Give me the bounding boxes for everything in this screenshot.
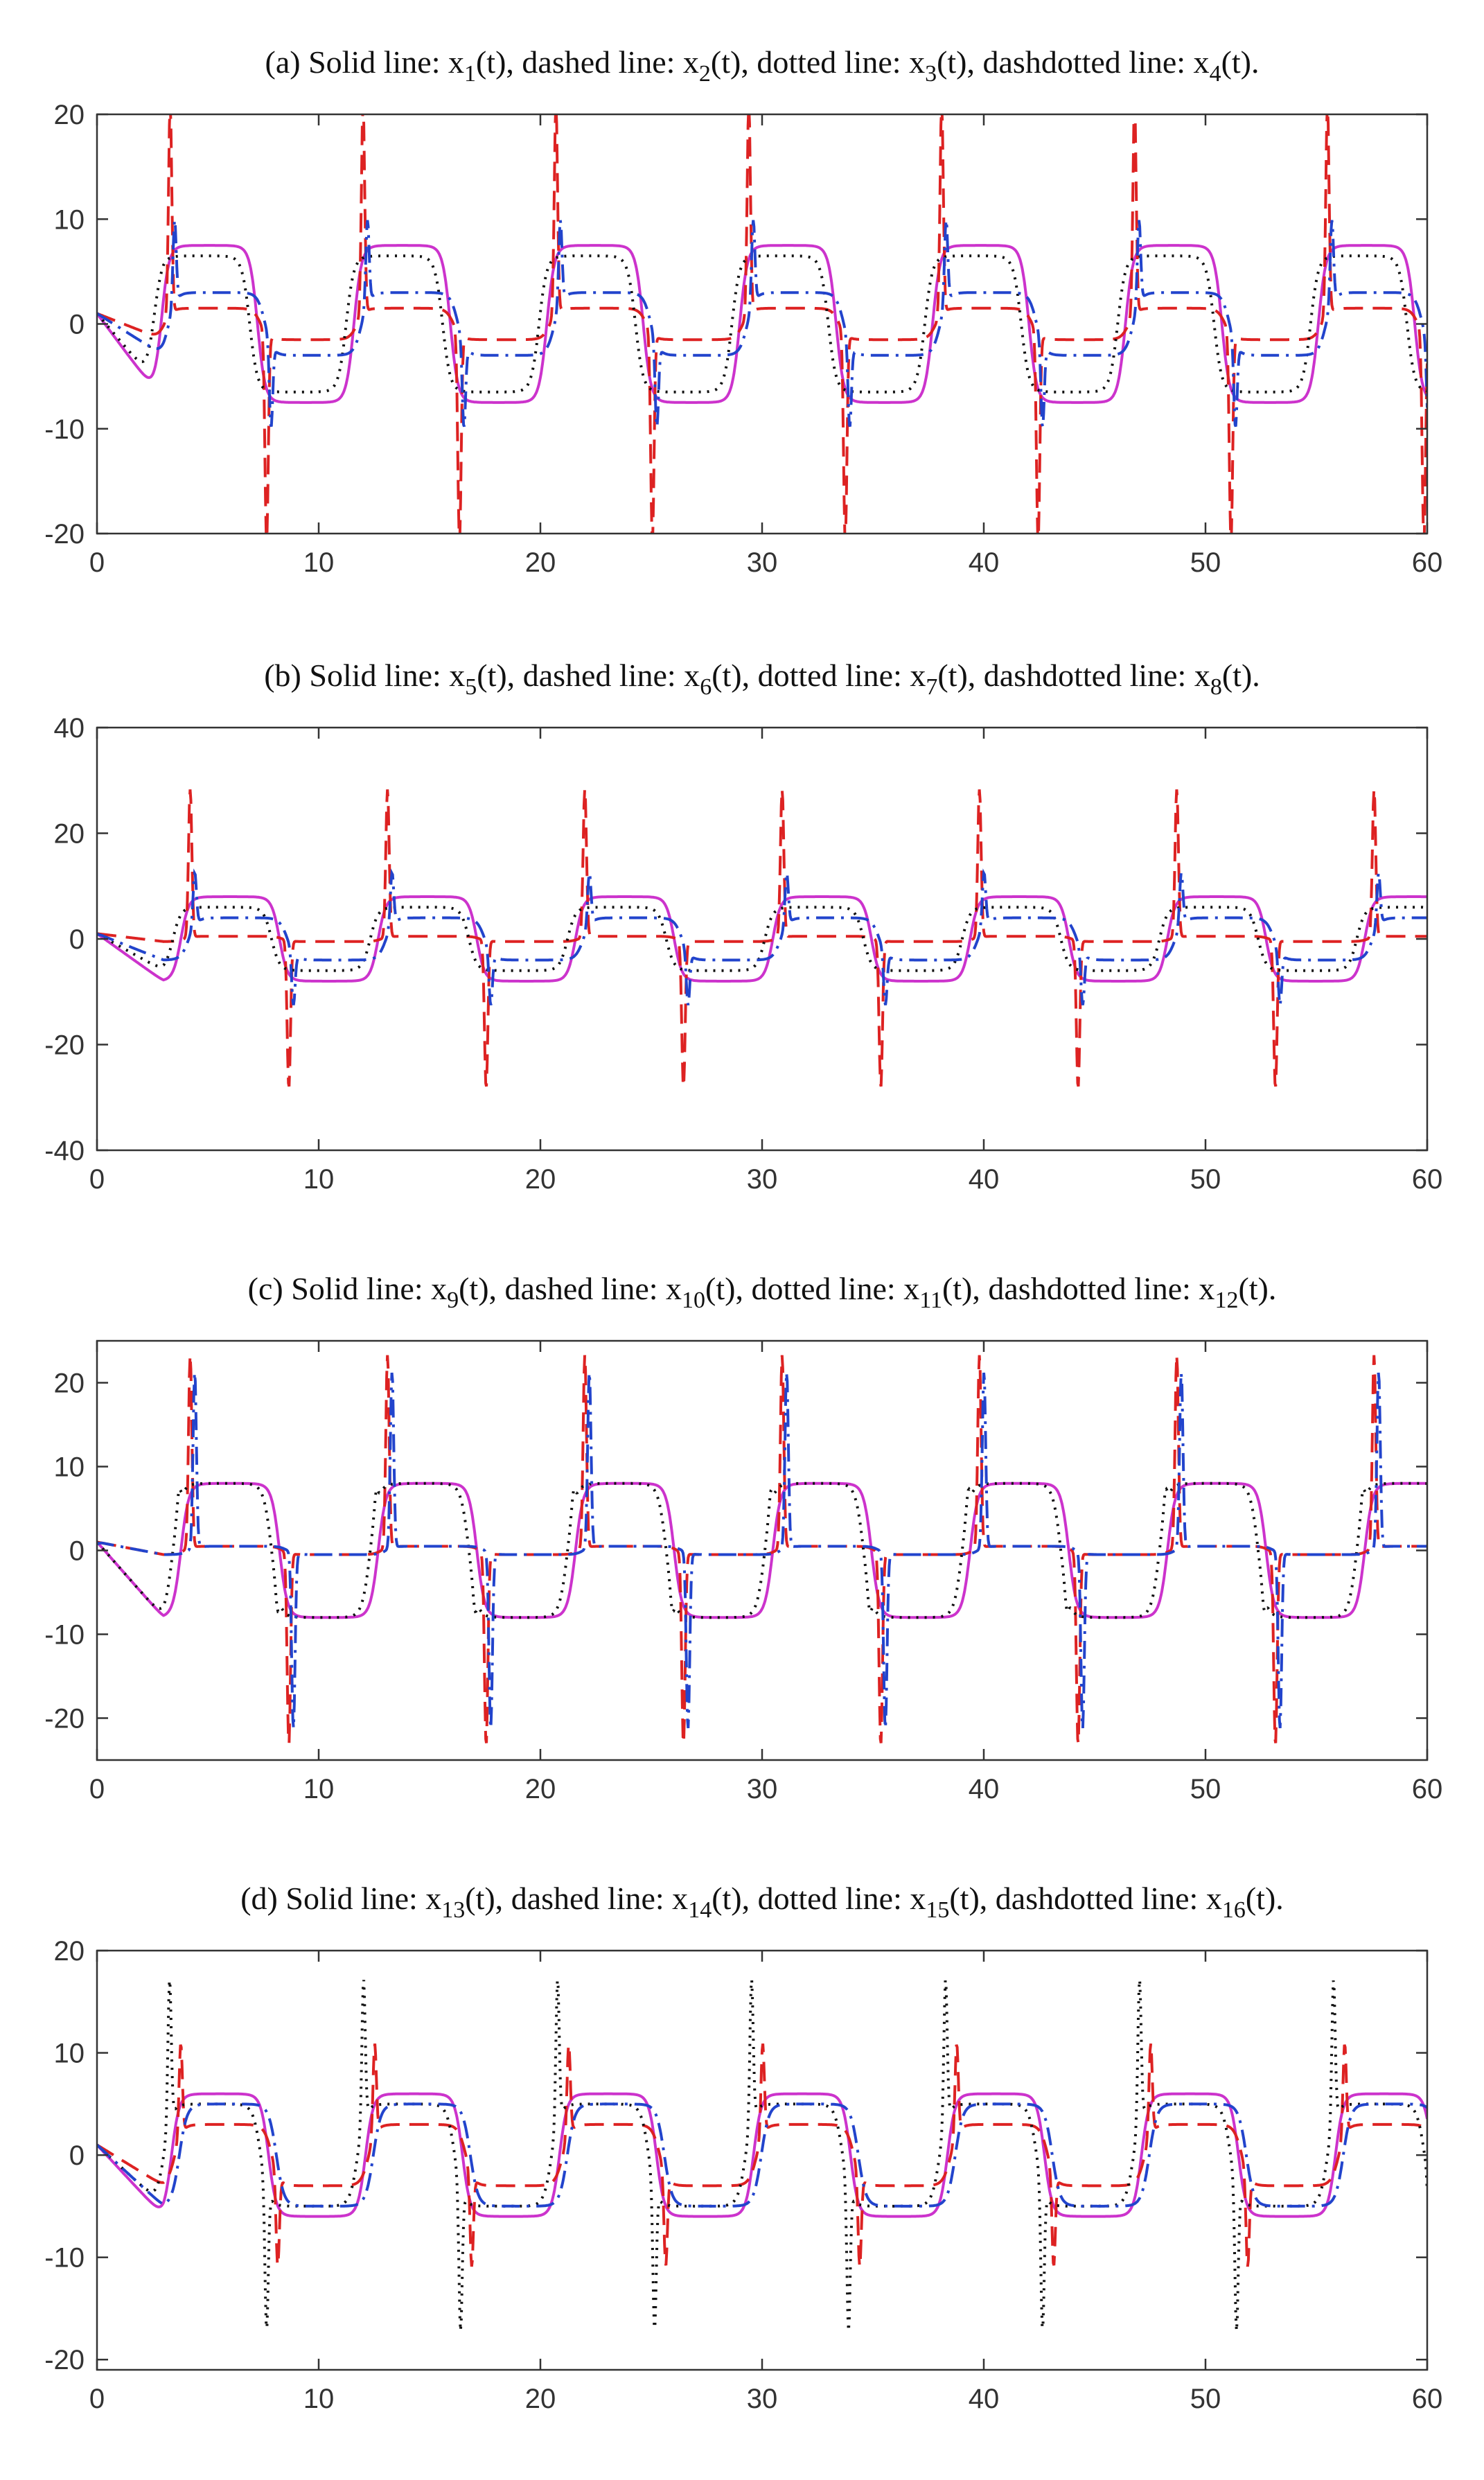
- panel-a-title: (a) Solid line: x1(t), dashed line: x2(t…: [265, 44, 1260, 87]
- panel-d-xtick: 20: [525, 2384, 556, 2414]
- panel-c-xtick: 30: [747, 1774, 778, 1804]
- panel-a-ytick: 0: [69, 310, 85, 340]
- panel-b-ytick: 40: [54, 713, 85, 744]
- panel-b-xtick: 40: [969, 1164, 1000, 1195]
- panel-b-ytick: 0: [69, 924, 85, 955]
- panel-b: (b) Solid line: x5(t), dashed line: x6(t…: [44, 658, 1442, 1195]
- panel-c-xtick: 60: [1412, 1774, 1443, 1804]
- panel-b-ytick: -20: [44, 1030, 85, 1061]
- panel-a-xtick: 20: [525, 547, 556, 578]
- panel-d-xtick: 40: [969, 2384, 1000, 2414]
- panel-a-ytick: -10: [44, 414, 85, 445]
- panel-b-ytick: -40: [44, 1136, 85, 1166]
- panel-d-xtick: 50: [1190, 2384, 1221, 2414]
- panel-a-xtick: 0: [89, 547, 105, 578]
- series-x10t: [97, 1355, 1427, 1743]
- panel-d-ytick: -10: [44, 2243, 85, 2274]
- panel-d-xtick: 0: [89, 2384, 105, 2414]
- series-x5t: [97, 895, 1427, 983]
- series-x7t: [97, 906, 1427, 972]
- panel-d-axes: [96, 1949, 1429, 2371]
- panel-b-xtick: 60: [1412, 1164, 1443, 1195]
- panel-a: (a) Solid line: x1(t), dashed line: x2(t…: [44, 44, 1442, 578]
- series-x11t: [97, 1481, 1427, 1619]
- panel-a-xtick: 30: [747, 547, 778, 578]
- panel-b-xtick: 0: [89, 1164, 105, 1195]
- panel-a-xtick: 60: [1412, 547, 1443, 578]
- panel-a-axes: [96, 113, 1429, 535]
- panel-d-xtick: 30: [747, 2384, 778, 2414]
- panel-c-xtick: 10: [303, 1774, 335, 1804]
- panel-b-xtick: 30: [747, 1164, 778, 1195]
- panel-c-title: (c) Solid line: x9(t), dashed line: x10(…: [248, 1271, 1277, 1313]
- panel-d: (d) Solid line: x13(t), dashed line: x14…: [44, 1881, 1442, 2414]
- panel-b-axes: [96, 726, 1429, 1152]
- panel-d-ytick: 20: [54, 1936, 85, 1967]
- panel-c-ytick: 0: [69, 1536, 85, 1567]
- panel-d-title: (d) Solid line: x13(t), dashed line: x14…: [240, 1881, 1284, 1923]
- series-x1t: [97, 244, 1427, 404]
- panel-c-ytick: 10: [54, 1452, 85, 1483]
- panel-b-title: (b) Solid line: x5(t), dashed line: x6(t…: [264, 658, 1260, 700]
- panel-b-xtick: 20: [525, 1164, 556, 1195]
- panel-c-xtick: 0: [89, 1774, 105, 1804]
- series-x12t: [97, 1372, 1427, 1729]
- panel-d-xtick: 10: [303, 2384, 335, 2414]
- series-x4t: [97, 220, 1427, 428]
- panel-b-ytick: 20: [54, 819, 85, 850]
- panel-a-ytick: -20: [44, 519, 85, 549]
- panel-c-xtick: 20: [525, 1774, 556, 1804]
- series-x9t: [97, 1481, 1427, 1619]
- series-x3t: [97, 254, 1427, 394]
- panel-c-xtick: 50: [1190, 1774, 1221, 1804]
- panel-c-axes: [96, 1339, 1429, 1761]
- panel-a-xtick: 10: [303, 547, 335, 578]
- panel-b-xtick: 50: [1190, 1164, 1221, 1195]
- series-x16t: [97, 2102, 1427, 2208]
- series-x2t: [97, 114, 1427, 534]
- panel-c-ytick: -20: [44, 1704, 85, 1734]
- panel-a-xtick: 50: [1190, 547, 1221, 578]
- panel-b-xtick: 10: [303, 1164, 335, 1195]
- panel-d-ytick: 10: [54, 2039, 85, 2069]
- series-x14t: [97, 2043, 1427, 2267]
- panel-a-xtick: 40: [969, 547, 1000, 578]
- series-x15t: [97, 1980, 1427, 2333]
- panel-c-ytick: 20: [54, 1369, 85, 1399]
- series-x6t: [97, 789, 1427, 1087]
- panel-c: (c) Solid line: x9(t), dashed line: x10(…: [44, 1271, 1442, 1804]
- series-x13t: [97, 2092, 1427, 2218]
- panel-c-xtick: 40: [969, 1774, 1000, 1804]
- panel-d-ytick: 0: [69, 2140, 85, 2171]
- panel-a-ytick: 20: [54, 100, 85, 130]
- panel-c-ytick: -10: [44, 1620, 85, 1651]
- series-x8t: [97, 868, 1427, 1005]
- panel-d-ytick: -20: [44, 2345, 85, 2375]
- panel-d-xtick: 60: [1412, 2384, 1443, 2414]
- panel-a-ytick: 10: [54, 204, 85, 235]
